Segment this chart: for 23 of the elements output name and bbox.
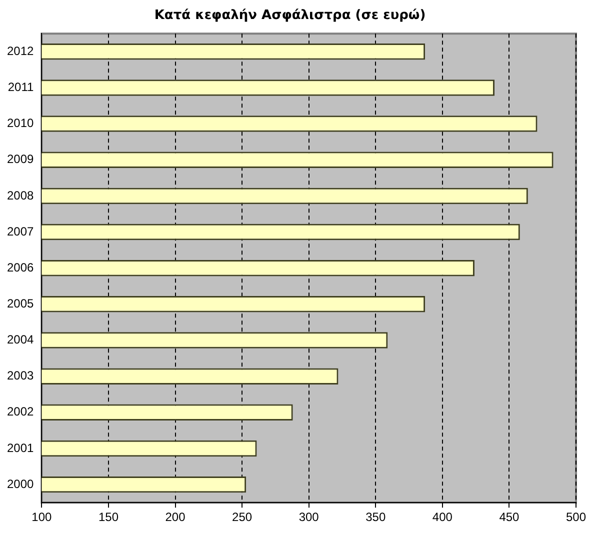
y-tick-label: 2011: [8, 80, 34, 94]
y-tick-label: 2012: [6, 44, 34, 58]
x-tick-label: 100: [32, 510, 52, 524]
y-tick-label: 2005: [6, 296, 34, 310]
y-tick-label: 2004: [6, 332, 34, 347]
x-tick-label: 350: [366, 510, 386, 524]
chart-title: Κατά κεφαλήν Ασφάλιστρα (σε ευρώ): [154, 8, 426, 24]
x-tick-label: 500: [566, 510, 586, 524]
x-tick-label: 300: [298, 510, 320, 524]
x-tick-label: 400: [432, 510, 453, 524]
x-tick-label: 200: [165, 510, 186, 524]
x-tick-label: 250: [232, 510, 252, 524]
x-tick-label: 150: [98, 510, 119, 524]
y-tick-label: 2010: [6, 116, 34, 130]
y-tick-label: 2001: [6, 440, 34, 455]
y-tick-label: 2008: [6, 188, 34, 202]
y-tick-label: 2007: [6, 224, 34, 238]
y-tick-label: 2003: [6, 368, 34, 383]
y-tick-label: 2006: [6, 260, 34, 274]
x-tick-label: 450: [499, 510, 520, 524]
y-tick-label: 2002: [6, 404, 34, 419]
y-tick-label: 2009: [6, 152, 34, 166]
y-tick-label: 2000: [6, 476, 34, 491]
